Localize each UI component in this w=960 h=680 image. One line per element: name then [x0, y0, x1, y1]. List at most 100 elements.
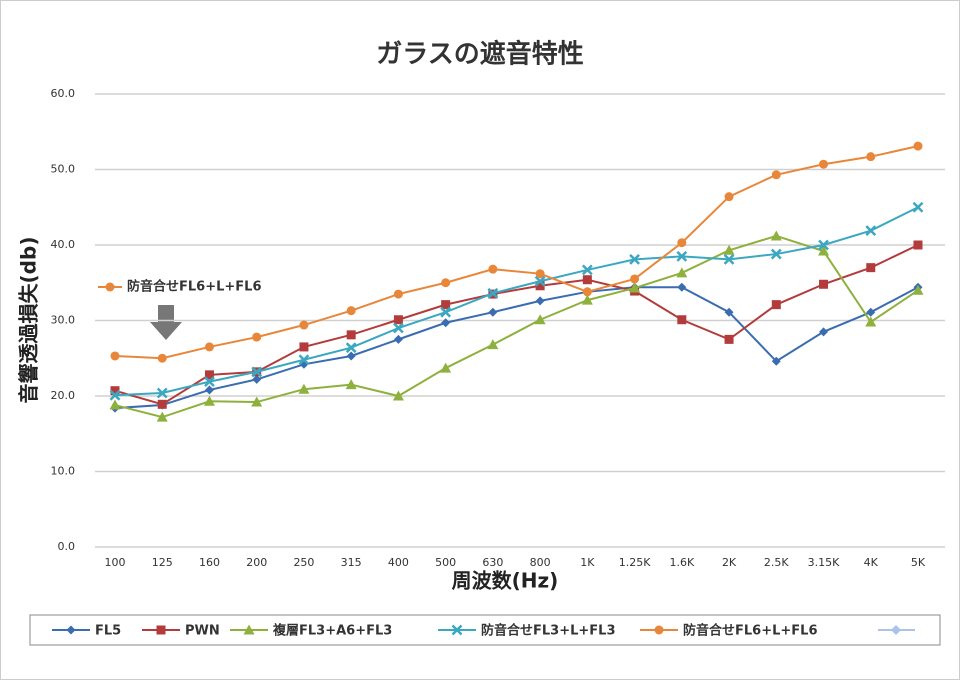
marker: [299, 320, 309, 330]
y-tick-label: 20.0: [51, 389, 76, 402]
y-tick-label: 60.0: [51, 87, 76, 100]
marker: [913, 141, 923, 151]
marker: [441, 278, 451, 288]
marker: [819, 279, 829, 289]
marker: [771, 300, 781, 310]
marker: [393, 315, 403, 325]
marker: [770, 230, 782, 241]
marker: [346, 351, 356, 361]
x-tick-label: 100: [105, 556, 126, 569]
marker: [157, 353, 167, 363]
marker: [346, 306, 356, 316]
marker: [581, 264, 593, 276]
x-tick-label: 1.6K: [669, 556, 694, 569]
series-line: [114, 244, 919, 406]
marker: [345, 342, 357, 354]
y-tick-label: 30.0: [51, 314, 76, 327]
marker: [818, 239, 829, 251]
chart-title: ガラスの遮音特性: [376, 39, 583, 70]
legend-label: 複層FL3+A6+FL3: [272, 623, 392, 639]
marker: [157, 399, 167, 409]
marker: [393, 289, 403, 299]
x-tick-label: 4K: [864, 556, 879, 569]
legend-marker: [156, 625, 166, 635]
marker: [912, 201, 924, 213]
marker: [724, 334, 734, 344]
marker: [771, 170, 781, 180]
y-axis-label: 音響透過損失(db): [17, 237, 41, 404]
marker: [723, 244, 735, 255]
marker: [298, 354, 310, 366]
legend-label: 防音合せFL6+L+FL6: [683, 623, 818, 639]
marker: [441, 300, 451, 310]
x-tick-label: 125: [152, 556, 173, 569]
marker: [819, 159, 829, 169]
marker: [251, 366, 263, 378]
marker: [724, 192, 734, 202]
marker: [676, 250, 688, 262]
x-tick-label: 315: [341, 556, 362, 569]
legend-label: FL5: [95, 624, 121, 639]
marker: [535, 296, 545, 306]
y-tick-label: 50.0: [51, 163, 76, 176]
arrow: [150, 305, 182, 340]
marker: [676, 267, 688, 278]
x-tick-label: 1.25K: [619, 556, 651, 569]
marker: [534, 275, 546, 287]
x-tick-label: 2.5K: [764, 556, 789, 569]
marker: [299, 342, 309, 352]
x-tick-label: 160: [199, 556, 220, 569]
series-line: [114, 234, 919, 419]
marker: [345, 379, 357, 390]
marker: [440, 306, 452, 318]
marker: [204, 376, 215, 388]
x-tick-label: 3.15K: [808, 556, 840, 569]
marker: [770, 248, 782, 260]
x-tick-label: 500: [435, 556, 456, 569]
marker: [630, 274, 640, 284]
x-tick-label: 250: [293, 556, 314, 569]
x-axis-label: 周波数(Hz): [452, 569, 559, 593]
marker: [629, 282, 641, 293]
marker: [252, 374, 262, 384]
marker: [393, 334, 403, 344]
legend-extra: [878, 625, 915, 635]
x-tick-label: 1K: [580, 556, 595, 569]
legend-marker: [66, 625, 76, 635]
marker: [535, 269, 545, 279]
legend-label: PWN: [185, 624, 220, 639]
series-line: [114, 206, 919, 397]
annotation-marker: [105, 282, 115, 292]
marker: [866, 152, 876, 162]
series-line: [114, 286, 919, 410]
legend-marker: [243, 624, 255, 635]
marker: [204, 385, 214, 395]
marker: [204, 370, 214, 380]
marker: [109, 389, 121, 401]
marker: [724, 307, 734, 317]
marker: [865, 225, 877, 237]
marker: [109, 399, 121, 410]
y-tick-label: 10.0: [51, 465, 76, 478]
marker: [110, 386, 120, 396]
legend-label: 防音合せFL3+L+FL3: [481, 623, 616, 639]
marker: [677, 315, 687, 325]
marker: [393, 322, 404, 334]
marker: [818, 245, 830, 256]
marker: [865, 316, 877, 327]
marker: [487, 287, 499, 299]
marker: [866, 307, 876, 317]
marker: [488, 264, 498, 274]
marker: [204, 342, 214, 352]
marker: [203, 395, 215, 406]
marker: [677, 282, 687, 292]
marker: [582, 287, 592, 297]
marker: [581, 294, 593, 305]
marker: [535, 281, 545, 291]
x-tick-label: 630: [482, 556, 503, 569]
marker: [629, 253, 640, 265]
marker: [298, 383, 310, 394]
marker: [819, 327, 829, 337]
